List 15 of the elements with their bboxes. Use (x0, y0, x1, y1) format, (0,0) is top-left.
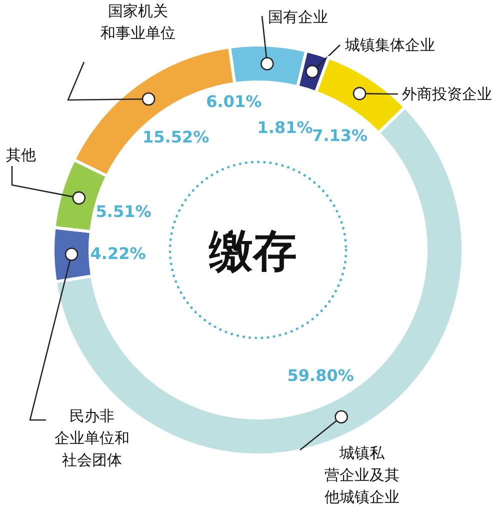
slice-label: 其他 (6, 146, 36, 164)
data-label: 7.13% (312, 126, 368, 146)
data-label: 15.52% (142, 128, 210, 147)
slice-label: 民办非企业单位和社会团体 (54, 407, 130, 469)
data-label: 5.51% (96, 202, 152, 221)
slice-label: 国有企业 (268, 8, 328, 26)
data-label: 1.81% (257, 118, 313, 137)
slice-label: 城镇集体企业 (344, 36, 435, 54)
slice-label: 国家机关和事业单位 (100, 2, 176, 42)
data-label: 4.22% (90, 244, 146, 264)
text: 缴存 (208, 226, 297, 277)
slice-label: 外商投资企业 (402, 85, 492, 103)
data-label: 6.01% (206, 92, 262, 111)
data-label: 59.80% (287, 366, 354, 386)
slice-label: 城镇私营企业及其他城镇企业 (324, 444, 400, 506)
